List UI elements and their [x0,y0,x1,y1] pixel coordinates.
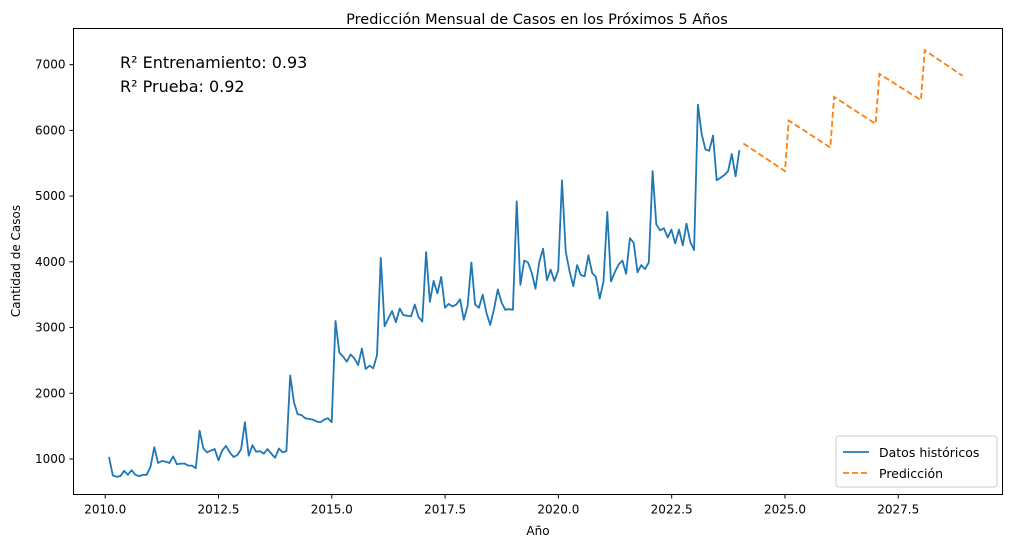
legend: Datos históricos Predicción [835,435,998,488]
r2-test-annotation: R² Prueba: 0.92 [120,77,245,96]
y-tick-label: 4000 [35,255,66,269]
x-tick-label: 2010.0 [84,503,126,517]
x-tick-label: 2022.5 [651,503,693,517]
r2-train-annotation: R² Entrenamiento: 0.93 [120,53,307,72]
y-axis-label: Cantidad de Casos [9,205,23,317]
y-tick-label: 5000 [35,189,66,203]
y-tick-label: 1000 [35,452,66,466]
y-tick-label: 3000 [35,321,66,335]
x-tick-label: 2020.0 [537,503,579,517]
chart-title: Predicción Mensual de Casos en los Próxi… [346,12,728,28]
x-axis-label: Año [526,524,549,538]
x-tick-label: 2027.5 [877,503,919,517]
x-tick-label: 2025.0 [764,503,806,517]
legend-prediction-label: Predicción [879,466,943,481]
plot-frame [73,28,1003,495]
x-tick-label: 2017.5 [424,503,466,517]
plot-area [73,28,1003,495]
y-tick-label: 7000 [35,58,66,72]
historical-series-line [108,103,741,478]
y-tick-label: 6000 [35,123,66,137]
series-layer [108,48,964,478]
legend-historical-label: Datos históricos [879,445,979,460]
prediction-series-line [742,48,964,173]
x-axis: 2010.0 2012.5 2015.0 2017.5 2020.0 2022.5 2025… [84,494,919,517]
y-axis: 1000 2000 3000 4000 5000 6000 7000 [35,58,74,466]
legend-box [835,435,998,488]
y-tick-label: 2000 [35,386,66,400]
x-tick-label: 2012.5 [198,503,240,517]
x-tick-label: 2015.0 [311,503,353,517]
